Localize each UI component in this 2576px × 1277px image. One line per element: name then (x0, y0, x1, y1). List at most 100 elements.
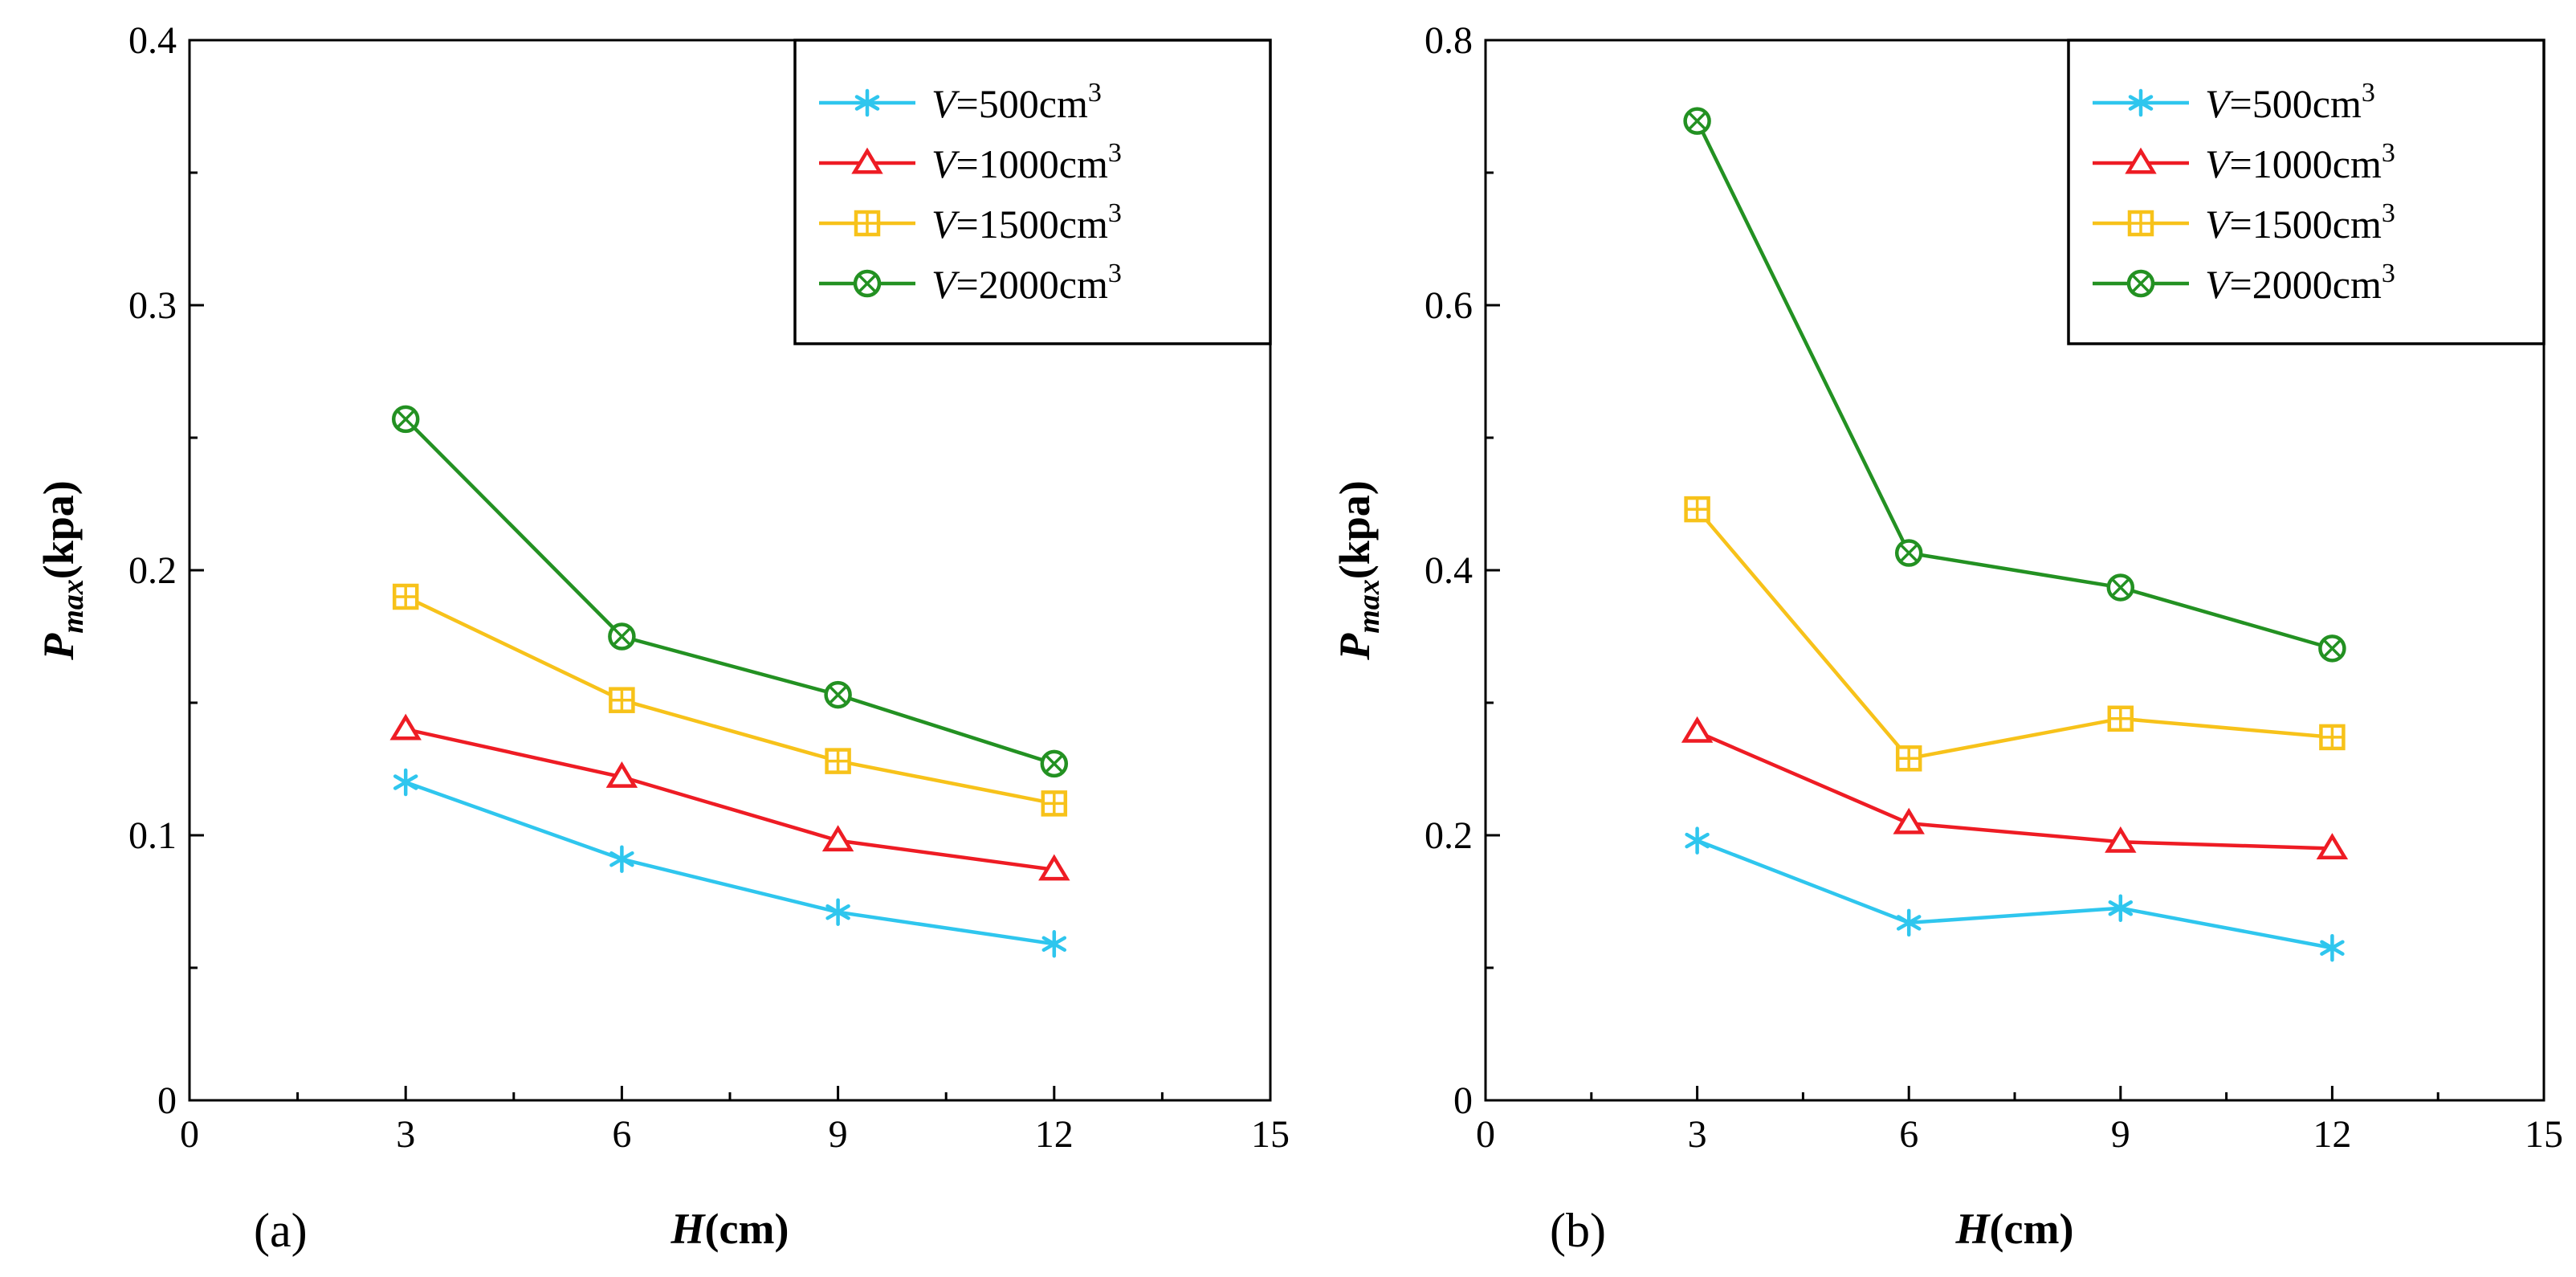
data-point (1038, 854, 1070, 881)
legend-entry-V-1000: V=1000cm3 (2093, 138, 2395, 186)
legend-label-var: V (2205, 262, 2234, 307)
legend-marker (2125, 147, 2157, 174)
x-tick-label: 6 (1899, 1113, 1918, 1156)
x-tick-label: 9 (829, 1113, 848, 1156)
data-point (1041, 930, 1067, 958)
asterisk-stroke (854, 95, 880, 111)
legend-label-value: =1500cm (956, 202, 1108, 247)
y-tick-label: 0.4 (128, 19, 177, 62)
legend-marker (853, 269, 882, 298)
y-axis-label: Pmax(kpa) (1331, 480, 1386, 661)
x-tick-label: 3 (1688, 1113, 1707, 1156)
panel-label: (a) (254, 1204, 308, 1257)
legend-label-value: =1000cm (956, 141, 1108, 186)
series-line (404, 418, 1055, 766)
legend-marker (854, 88, 880, 117)
legend-marker (2126, 269, 2155, 298)
legend-entry-V-1000: V=1000cm3 (819, 138, 1122, 186)
data-point (393, 768, 418, 797)
data-point (2107, 705, 2134, 732)
legend-label: V=2000cm3 (2205, 259, 2395, 307)
legend-marker (854, 210, 881, 237)
x-tick-label: 0 (1476, 1113, 1495, 1156)
legend-label-value: =500cm (956, 81, 1088, 126)
legend-label-sup: 3 (1108, 198, 1122, 228)
x-tick-label: 15 (2525, 1113, 2563, 1156)
data-point (2105, 826, 2137, 853)
x-tick-label: 9 (2111, 1113, 2130, 1156)
y-tick-label: 0.4 (1425, 549, 1473, 592)
y-tick-label: 0.2 (1425, 814, 1473, 857)
asterisk-stroke (2320, 940, 2345, 956)
asterisk-stroke (2108, 900, 2134, 916)
asterisk-stroke (1685, 832, 1710, 849)
legend-label-value: =2000cm (956, 262, 1108, 307)
legend-label-sup: 3 (1108, 138, 1122, 168)
data-point (391, 405, 420, 434)
legend-label-sup: 3 (2382, 198, 2395, 228)
y-axis-label-var: P (35, 633, 83, 661)
series-line (1695, 508, 2333, 761)
y-axis-label-var: P (1331, 633, 1379, 661)
data-point (392, 583, 419, 610)
x-diag-2 (2322, 638, 2342, 659)
legend-label-sup: 3 (2382, 259, 2395, 288)
x-diag-2 (2131, 274, 2150, 293)
y-axis-label-unit: (kpa) (35, 480, 83, 579)
data-point (389, 713, 422, 740)
x-tick-label: 12 (1035, 1113, 1074, 1156)
x-tick-label: 15 (1251, 1113, 1290, 1156)
series-line (1696, 730, 2333, 851)
legend-label: V=1000cm3 (2205, 138, 2395, 186)
x-diag-2 (1687, 111, 1707, 131)
series-line (1695, 120, 2333, 651)
x-diag-2 (1044, 754, 1064, 773)
panel-label: (b) (1550, 1204, 1606, 1257)
legend-label: V=1000cm3 (931, 138, 1122, 186)
legend-entry-V-500: V=500cm3 (819, 78, 1102, 126)
series-V-2000 (391, 405, 1069, 778)
data-point (2318, 634, 2346, 663)
x-diag-2 (1899, 543, 1919, 563)
y-axis-label: Pmax(kpa) (35, 480, 90, 661)
data-point (2319, 724, 2346, 751)
series-V-1000 (1681, 716, 2349, 859)
asterisk-stroke (1896, 915, 1922, 931)
data-point (1041, 790, 1068, 817)
x-diag-2 (828, 685, 848, 704)
legend-marker (2127, 210, 2154, 237)
triangle-shape (605, 761, 638, 788)
data-point (609, 687, 635, 713)
legend-entry-V-500: V=500cm3 (2093, 78, 2375, 126)
series-line (405, 727, 1055, 872)
triangle-shape (2316, 833, 2349, 859)
y-tick-label: 0.2 (128, 549, 177, 592)
legend-label: V=500cm3 (2205, 78, 2375, 126)
legend-label-var: V (2205, 141, 2234, 186)
y-axis-label-sub: max (1352, 579, 1386, 634)
x-diag-2 (858, 274, 877, 293)
legend-marker (851, 147, 883, 174)
x-tick-label: 6 (612, 1113, 631, 1156)
x-diag-2 (2110, 577, 2130, 598)
data-point (825, 898, 850, 926)
series-line (405, 780, 1055, 946)
x-axis-label-unit: (cm) (1990, 1205, 2074, 1253)
data-point (1895, 745, 1922, 772)
series-line (405, 594, 1055, 806)
legend-label-sup: 3 (2362, 78, 2375, 108)
legend-label-sup: 3 (1088, 78, 1102, 108)
data-point (1681, 716, 1714, 743)
data-point (1685, 826, 1710, 855)
triangle-shape (851, 147, 883, 174)
y-axis-label-sub: max (56, 579, 90, 634)
data-point (825, 748, 851, 774)
legend-marker (2128, 88, 2154, 117)
series-V-1500 (1684, 496, 2346, 772)
x-axis-label-var: H (1955, 1205, 1991, 1253)
data-point (1893, 807, 1925, 834)
triangle-shape (1893, 807, 1925, 834)
triangle-shape (2125, 147, 2157, 174)
data-point (2316, 833, 2349, 859)
